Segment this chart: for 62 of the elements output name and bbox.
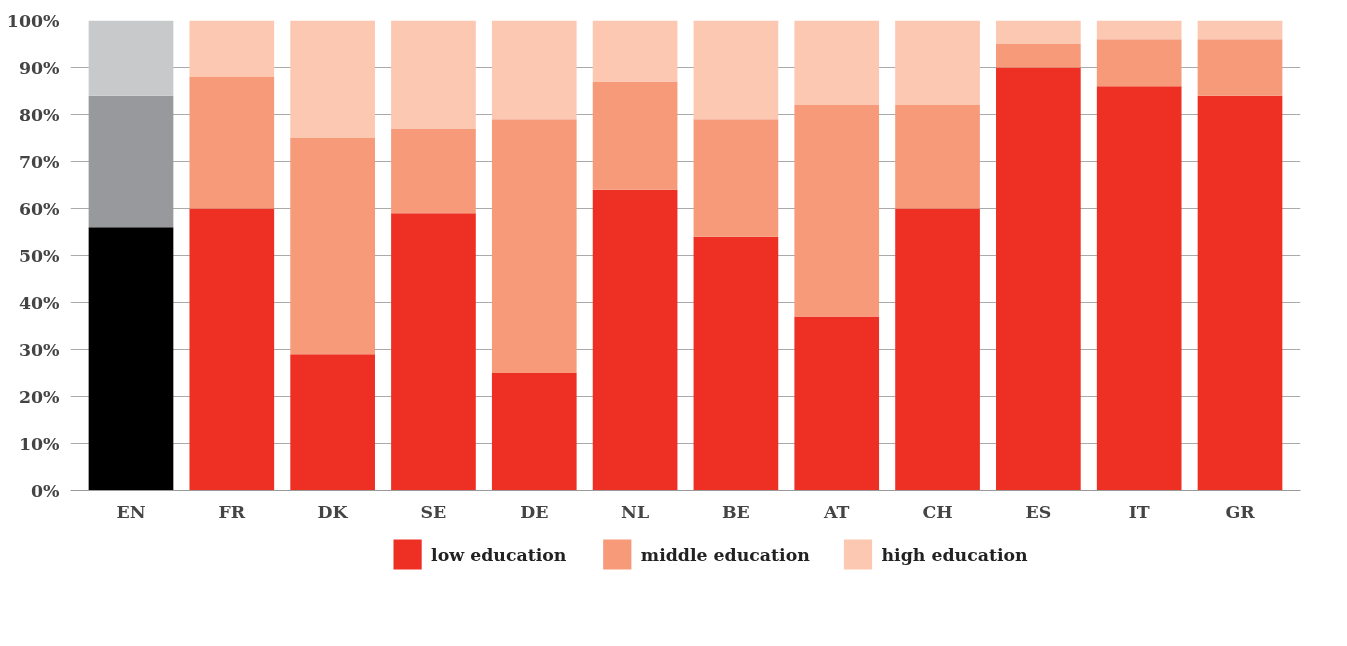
bar	[996, 67, 1081, 491]
bar	[391, 128, 476, 214]
y-tick-label: 70%	[18, 151, 61, 172]
y-tick-label: 40%	[18, 292, 61, 313]
legend-label: middle education	[640, 544, 811, 565]
bar	[88, 95, 174, 228]
y-tick-label: 50%	[18, 245, 61, 266]
legend-label: low education	[431, 544, 567, 565]
bar	[895, 208, 980, 491]
bar	[693, 119, 779, 237]
bar	[491, 373, 577, 491]
bar	[996, 20, 1081, 44]
bar	[189, 208, 275, 491]
y-tick-label: 80%	[18, 104, 61, 125]
bar	[592, 189, 678, 491]
bar	[794, 20, 880, 106]
bar	[1197, 39, 1283, 96]
bar	[1096, 20, 1182, 40]
bar	[491, 20, 577, 120]
bar	[391, 213, 476, 491]
y-tick-label: 30%	[18, 339, 61, 360]
bar	[189, 20, 275, 77]
x-tick-label: BE	[721, 501, 750, 522]
bar	[895, 20, 980, 106]
bar	[290, 20, 375, 138]
x-tick-label: DK	[317, 501, 349, 522]
bar	[794, 316, 880, 491]
bar	[693, 236, 779, 491]
bar	[290, 354, 375, 491]
bar	[693, 20, 779, 120]
bar	[189, 76, 275, 209]
x-tick-label: FR	[218, 501, 246, 522]
y-tick-label: 100%	[6, 10, 61, 31]
x-tick-label: SE	[420, 501, 447, 522]
bar	[491, 119, 577, 373]
bar	[895, 105, 980, 209]
x-tick-label: IT	[1128, 501, 1150, 522]
legend-label: high education	[881, 544, 1029, 565]
bar	[592, 20, 678, 82]
x-tick-label: CH	[922, 501, 953, 522]
bar	[1197, 20, 1283, 40]
y-tick-label: 60%	[18, 198, 61, 219]
bar	[996, 44, 1081, 68]
y-tick-label: 90%	[18, 57, 61, 78]
bar	[88, 227, 174, 491]
x-tick-label: AT	[823, 501, 850, 522]
bar	[391, 20, 476, 129]
x-tick-label: EN	[116, 501, 146, 522]
bar	[794, 105, 880, 317]
y-tick-label: 20%	[18, 386, 61, 407]
bar	[1096, 39, 1182, 87]
x-tick-label: GR	[1225, 501, 1256, 522]
bar	[1197, 95, 1283, 491]
x-tick-label: NL	[621, 501, 650, 522]
bar	[1096, 86, 1182, 491]
x-tick-label: ES	[1025, 501, 1052, 522]
y-tick-label: 0%	[30, 480, 61, 501]
bar	[88, 20, 174, 96]
bar	[592, 81, 678, 190]
bar	[290, 138, 375, 355]
x-tick-label: DE	[520, 501, 549, 522]
y-tick-label: 10%	[18, 433, 61, 454]
